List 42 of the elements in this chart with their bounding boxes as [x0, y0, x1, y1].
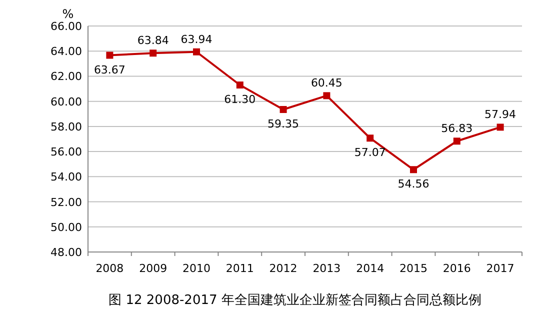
- x-tick-label: 2015: [400, 262, 428, 275]
- point: [236, 82, 244, 89]
- x-tick-label: 2009: [139, 262, 168, 275]
- y-tick-label: 62.00: [50, 70, 82, 84]
- data-label: 63.94: [180, 32, 212, 46]
- y-tick-label: 54.00: [50, 170, 82, 184]
- point: [496, 124, 504, 131]
- x-tick-label: 2012: [269, 262, 298, 275]
- text: 图 12 2008-2017 年全国建筑业企业新签合同额占合同总额比例: [108, 293, 482, 308]
- y-tick-label: 50.00: [50, 220, 82, 234]
- y-tick-label: 56.00: [50, 146, 82, 159]
- point: [453, 138, 460, 145]
- point: [366, 134, 374, 142]
- y-tick-label: 66.00: [50, 20, 82, 33]
- x-tick-label: 2011: [226, 262, 254, 275]
- data-label: 63.84: [137, 34, 169, 48]
- y-axis-title: %: [62, 7, 74, 21]
- point: [193, 48, 200, 56]
- x-tick-label: 2010: [182, 262, 210, 275]
- x-tick-label: 2013: [312, 262, 341, 275]
- x-tick-label: 2014: [356, 262, 384, 275]
- y-tick-label: 52.00: [50, 196, 82, 209]
- y-tick-label: 64.00: [50, 45, 82, 58]
- data-label: 57.07: [354, 146, 386, 160]
- y-tick-label: 48.00: [50, 246, 82, 259]
- data-label: 57.94: [484, 108, 516, 122]
- y-tick-label: 58.00: [50, 120, 82, 134]
- y-tick-label: 60.00: [50, 95, 82, 108]
- data-label: 60.45: [310, 76, 342, 90]
- data-label: 59.35: [268, 117, 300, 130]
- x-tick-label: 2017: [486, 262, 514, 275]
- point: [410, 166, 417, 174]
- point: [323, 92, 330, 100]
- data-label: 63.67: [94, 63, 126, 76]
- data-label: 56.83: [441, 122, 473, 136]
- point: [150, 50, 157, 57]
- x-tick-label: 2008: [96, 262, 124, 275]
- data-label: 54.56: [398, 178, 430, 191]
- point: [106, 52, 114, 59]
- point: [280, 106, 287, 113]
- data-label: 61.30: [224, 93, 256, 106]
- x-tick-label: 2016: [442, 262, 471, 275]
